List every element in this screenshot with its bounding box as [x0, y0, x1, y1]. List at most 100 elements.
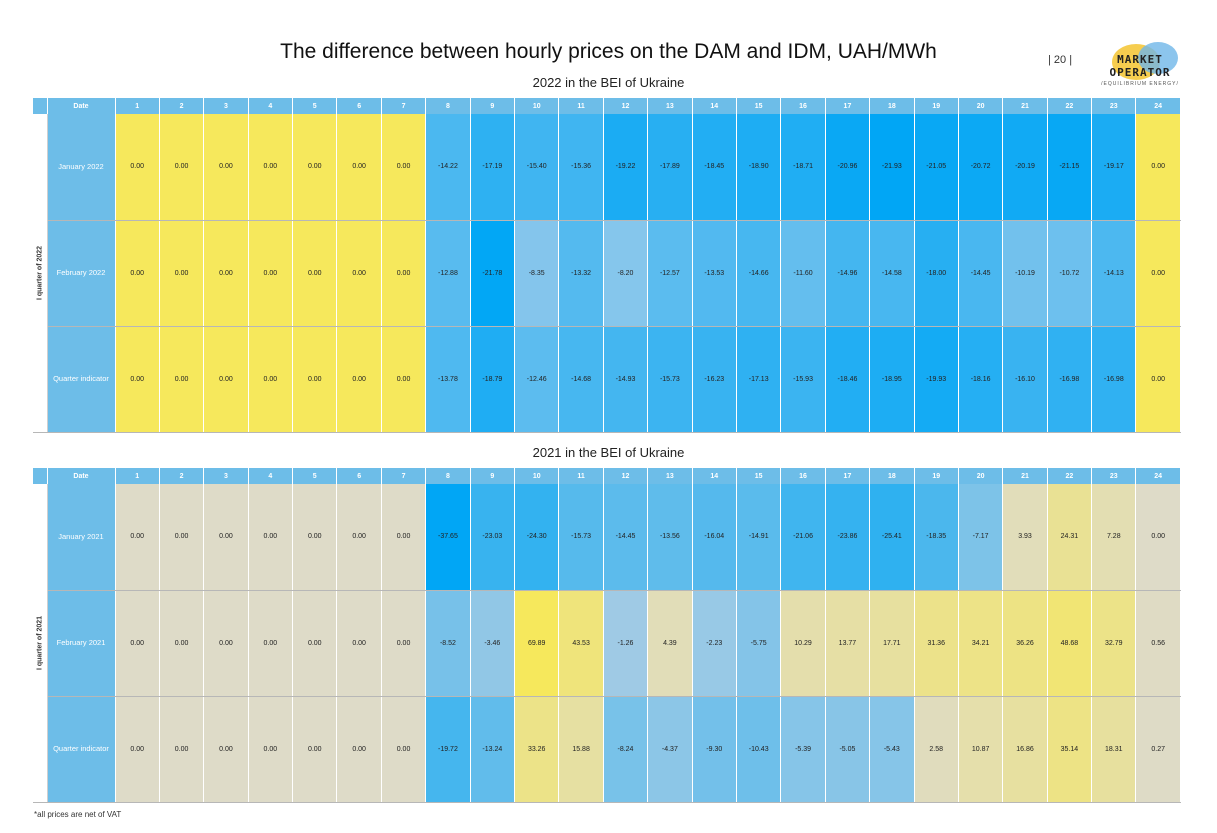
hour-column-header: 3 [203, 468, 249, 484]
value-cell: 15.88 [558, 696, 604, 803]
value-cell: -18.90 [736, 114, 782, 221]
value-cell: -15.93 [780, 326, 826, 433]
value-cell: 36.26 [1002, 590, 1048, 697]
value-cell: 0.00 [381, 484, 427, 591]
value-cell: -18.35 [914, 484, 959, 591]
value-cell: -14.45 [958, 220, 1004, 327]
value-cell: -18.71 [780, 114, 826, 221]
value-cell: -23.03 [470, 484, 516, 591]
value-cell: 10.87 [958, 696, 1004, 803]
value-cell: 0.00 [381, 114, 427, 221]
value-cell: -13.32 [558, 220, 604, 327]
quarter-group-label: I quarter of 2022 [33, 114, 48, 433]
row-label: February 2022 [47, 220, 116, 327]
hour-column-header: 1 [115, 468, 160, 484]
hour-column-header: 5 [292, 468, 338, 484]
value-cell: 0.00 [381, 326, 427, 433]
page-number: | 20 | [1048, 54, 1073, 66]
value-cell: 0.00 [292, 696, 338, 803]
value-cell: -19.72 [425, 696, 471, 803]
value-cell: -19.22 [603, 114, 649, 221]
hour-column-header: 18 [869, 468, 915, 484]
value-cell: 0.00 [336, 484, 382, 591]
hour-column-header: 4 [248, 98, 294, 114]
value-cell: 0.00 [336, 696, 382, 803]
value-cell: 0.00 [381, 590, 427, 697]
value-cell: 3.93 [1002, 484, 1048, 591]
hour-column-header: 12 [603, 468, 649, 484]
table-2021: Date 1 2 3 4 5 6 7 8 9 10 11 12 13 14 15 16 17 18 19 20 21 22 2… [33, 468, 1181, 803]
value-cell: -20.96 [825, 114, 871, 221]
logo-text-line2: OPERATOR [1109, 66, 1171, 79]
value-cell: 0.00 [381, 220, 427, 327]
hour-column-header: 9 [470, 468, 516, 484]
value-cell: 0.00 [292, 220, 338, 327]
hour-column-header: 7 [381, 98, 427, 114]
value-cell: 0.00 [203, 114, 249, 221]
hour-column-header: 11 [558, 98, 604, 114]
value-cell: -21.15 [1047, 114, 1093, 221]
hour-column-header: 16 [780, 468, 826, 484]
value-cell: 0.00 [159, 484, 205, 591]
value-cell: -15.73 [647, 326, 693, 433]
value-cell: 0.00 [292, 590, 338, 697]
value-cell: 2.58 [914, 696, 959, 803]
value-cell: -14.93 [603, 326, 649, 433]
quarter-group-text: I quarter of 2021 [36, 615, 44, 670]
value-cell: -13.78 [425, 326, 471, 433]
hour-column-header: 15 [736, 98, 782, 114]
table-row: I quarter of 2022 January 2022 0.00 0.00 0.0… [33, 114, 1181, 433]
value-cell: 0.00 [115, 114, 160, 221]
value-cell: 18.31 [1091, 696, 1137, 803]
value-cell: 0.00 [159, 326, 205, 433]
hour-column-header: 17 [825, 468, 871, 484]
value-cell: -15.73 [558, 484, 604, 591]
value-cell: -17.89 [647, 114, 693, 221]
value-cell: -13.24 [470, 696, 516, 803]
value-cell: 0.00 [381, 696, 427, 803]
value-cell: 0.00 [159, 114, 205, 221]
value-cell: -17.13 [736, 326, 782, 433]
value-cell: 0.00 [336, 590, 382, 697]
value-cell: -12.46 [514, 326, 560, 433]
table-row: I quarter of 2021 January 2021 0.00 0.00 0.0… [33, 484, 1181, 803]
value-cell: 4.39 [647, 590, 693, 697]
hour-column-header: 7 [381, 468, 427, 484]
table-row: February 2021 0.00 0.00 0.00 0.00 0.00 0.00 0.0… [33, 590, 1181, 697]
value-cell: -18.95 [869, 326, 915, 433]
hour-column-header: 17 [825, 98, 871, 114]
hour-column-header: 19 [914, 98, 959, 114]
hour-column-header: 10 [514, 98, 560, 114]
row-label: Quarter indicator [47, 696, 116, 803]
value-cell: -23.86 [825, 484, 871, 591]
value-cell: -21.05 [914, 114, 959, 221]
value-cell: -10.72 [1047, 220, 1093, 327]
value-cell: 0.00 [248, 484, 294, 591]
value-cell: -14.13 [1091, 220, 1137, 327]
hour-column-header: 15 [736, 468, 782, 484]
value-cell: 0.00 [248, 114, 294, 221]
hour-column-header: 22 [1047, 468, 1093, 484]
date-column-header: Date [47, 98, 116, 114]
hour-column-header: 14 [692, 98, 737, 114]
table-2022-title: 2022 in the BEI of Ukraine [532, 75, 685, 90]
value-cell: -20.19 [1002, 114, 1048, 221]
value-cell: -24.30 [514, 484, 560, 591]
hour-column-header: 13 [647, 98, 693, 114]
value-cell: -7.17 [958, 484, 1004, 591]
value-cell: 0.00 [115, 484, 160, 591]
value-cell: 0.00 [115, 590, 160, 697]
value-cell: -8.35 [514, 220, 560, 327]
value-cell: -5.75 [736, 590, 782, 697]
value-cell: -14.66 [736, 220, 782, 327]
value-cell: 0.00 [159, 696, 205, 803]
vat-footnote: *all prices are net of VAT [34, 810, 122, 819]
value-cell: 0.00 [248, 696, 294, 803]
value-cell: -19.17 [1091, 114, 1137, 221]
value-cell: -5.05 [825, 696, 871, 803]
value-cell: 16.86 [1002, 696, 1048, 803]
hour-column-header: 9 [470, 98, 516, 114]
value-cell: 0.00 [159, 220, 205, 327]
value-cell: 69.89 [514, 590, 560, 697]
hour-column-header: 6 [336, 468, 382, 484]
